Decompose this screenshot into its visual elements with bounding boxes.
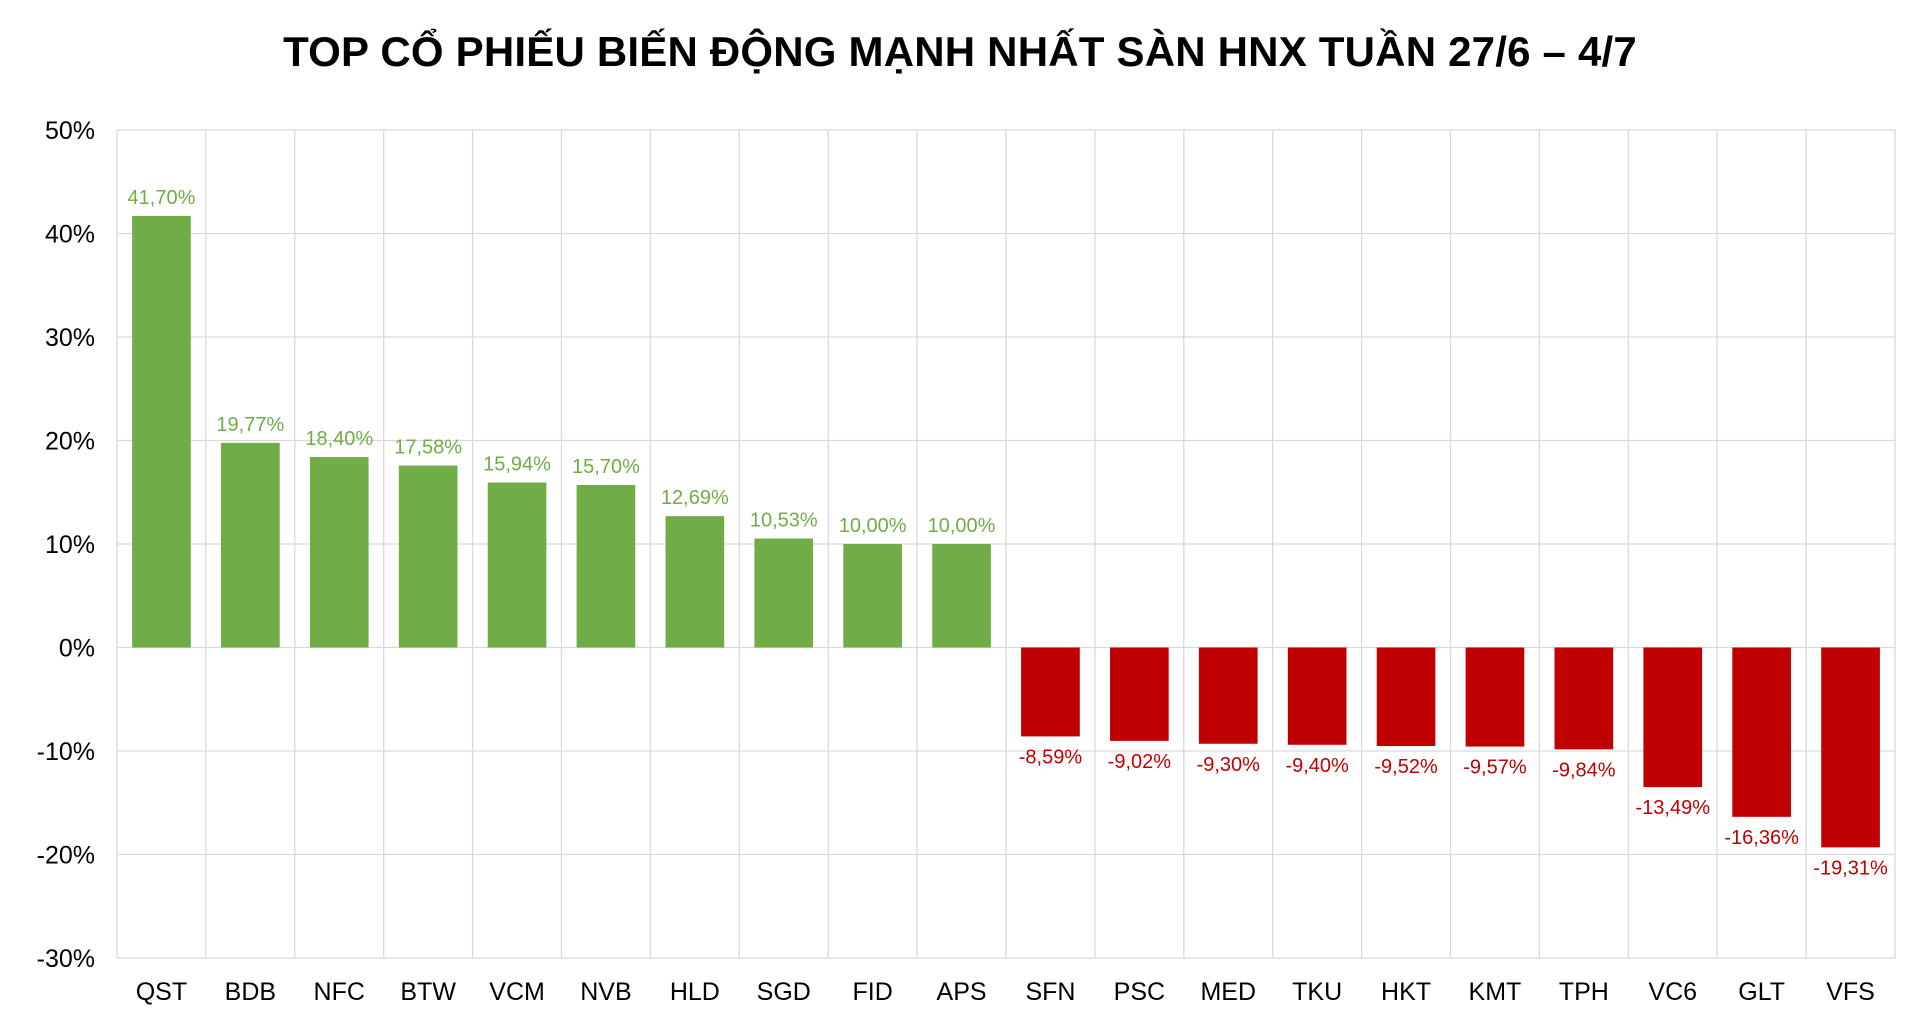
chart-title: TOP CỔ PHIẾU BIẾN ĐỘNG MẠNH NHẤT SÀN HNX… bbox=[283, 28, 1637, 75]
x-tick-label: NVB bbox=[580, 978, 631, 1006]
x-tick-label: SGD bbox=[757, 978, 811, 1006]
y-tick-label: -10% bbox=[37, 738, 95, 766]
x-tick-label: MED bbox=[1200, 978, 1256, 1006]
bar-hld bbox=[665, 516, 725, 648]
x-tick-label: HLD bbox=[670, 978, 720, 1006]
bar-aps bbox=[932, 544, 991, 648]
data-label: -8,59% bbox=[1019, 746, 1083, 768]
data-label: 10,00% bbox=[839, 515, 907, 537]
bar-tph bbox=[1554, 647, 1614, 750]
data-label: 17,58% bbox=[394, 437, 462, 459]
bar-med bbox=[1198, 647, 1258, 744]
x-tick-label: GLT bbox=[1738, 978, 1785, 1006]
data-label: 15,70% bbox=[572, 456, 640, 478]
x-tick-label: BDB bbox=[225, 978, 276, 1006]
data-label: 12,69% bbox=[661, 487, 729, 509]
x-tick-label: SFN bbox=[1025, 978, 1075, 1006]
bar-kmt bbox=[1465, 647, 1525, 747]
bar-tku bbox=[1287, 647, 1347, 745]
data-labels: 41,70% 19,77% 18,40% 17,58% 15,94% 15,70% 12,6… bbox=[128, 187, 1888, 879]
x-tick-label: QST bbox=[136, 978, 187, 1006]
bar-btw bbox=[398, 465, 458, 648]
bar-nvb bbox=[576, 485, 636, 648]
y-tick-label: 50% bbox=[45, 117, 95, 145]
data-label: 19,77% bbox=[216, 414, 284, 436]
data-label: -9,84% bbox=[1552, 759, 1616, 781]
bar-sgd bbox=[754, 538, 814, 648]
y-tick-label: -20% bbox=[37, 842, 95, 870]
y-tick-label: 0% bbox=[59, 635, 95, 663]
bar-bdb bbox=[221, 442, 280, 648]
bar-vfs bbox=[1821, 647, 1880, 848]
data-label: 15,94% bbox=[483, 454, 551, 476]
bar-hkt bbox=[1376, 647, 1436, 747]
x-tick-label: TKU bbox=[1292, 978, 1342, 1006]
bar-vc6 bbox=[1643, 647, 1703, 788]
data-label: -9,57% bbox=[1463, 757, 1527, 779]
y-tick-label: -30% bbox=[37, 945, 95, 973]
y-tick-label: 30% bbox=[45, 324, 95, 352]
x-axis-ticks: QST BDB NFC BTW VCM NVB HLD SGD FID APS SFN PSC MED T… bbox=[136, 978, 1875, 1006]
x-tick-label: NFC bbox=[314, 978, 365, 1006]
data-label: 41,70% bbox=[128, 187, 196, 209]
data-label: 10,53% bbox=[750, 510, 818, 532]
x-tick-label: VCM bbox=[489, 978, 545, 1006]
bar-glt bbox=[1732, 647, 1791, 817]
bar-nfc bbox=[309, 457, 369, 648]
bar-psc bbox=[1110, 647, 1169, 741]
data-label: 18,40% bbox=[305, 428, 373, 450]
data-label: -9,30% bbox=[1197, 754, 1261, 776]
x-tick-label: TPH bbox=[1559, 978, 1609, 1006]
data-label: -16,36% bbox=[1724, 827, 1799, 849]
data-label: -13,49% bbox=[1636, 797, 1711, 819]
x-tick-label: FID bbox=[853, 978, 893, 1006]
data-label: -19,31% bbox=[1813, 857, 1888, 879]
y-tick-label: 20% bbox=[45, 428, 95, 456]
x-tick-label: BTW bbox=[400, 978, 456, 1006]
x-tick-label: KMT bbox=[1469, 978, 1522, 1006]
data-label: -9,40% bbox=[1285, 755, 1349, 777]
grid-lines bbox=[116, 129, 1896, 959]
bars bbox=[132, 215, 1880, 848]
bar-vcm bbox=[487, 482, 547, 648]
data-label: 10,00% bbox=[928, 515, 996, 537]
y-axis-ticks: 50% 40% 30% 20% 10% 0% -10% -20% -30% bbox=[37, 117, 95, 973]
bar-fid bbox=[843, 544, 902, 648]
x-tick-label: HKT bbox=[1381, 978, 1431, 1006]
x-tick-label: PSC bbox=[1114, 978, 1165, 1006]
x-tick-label: VC6 bbox=[1648, 978, 1697, 1006]
data-label: -9,52% bbox=[1374, 756, 1438, 778]
bar-qst bbox=[132, 215, 191, 648]
x-tick-label: VFS bbox=[1826, 978, 1875, 1006]
x-tick-label: APS bbox=[937, 978, 987, 1006]
data-label: -9,02% bbox=[1108, 751, 1172, 773]
y-tick-label: 10% bbox=[45, 531, 95, 559]
bar-sfn bbox=[1021, 647, 1080, 737]
y-tick-label: 40% bbox=[45, 221, 95, 249]
